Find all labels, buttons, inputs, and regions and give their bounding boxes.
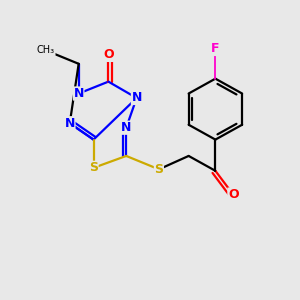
Text: O: O	[103, 48, 114, 62]
Text: N: N	[64, 117, 75, 130]
Text: N: N	[74, 87, 84, 100]
Text: N: N	[121, 121, 131, 134]
Text: S: S	[89, 161, 98, 174]
Text: CH₃: CH₃	[37, 45, 55, 56]
Text: F: F	[211, 42, 220, 56]
Text: O: O	[228, 188, 238, 201]
Text: S: S	[154, 163, 164, 176]
Text: N: N	[131, 92, 142, 104]
